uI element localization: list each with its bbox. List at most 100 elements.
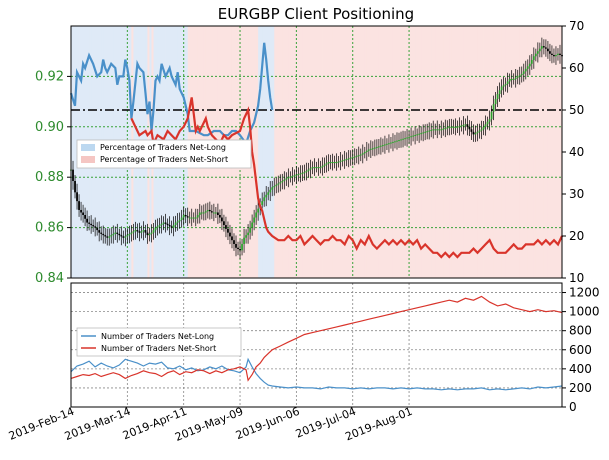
shade-band [445, 26, 448, 278]
candle-body [126, 235, 129, 237]
shade-band [537, 26, 541, 278]
candle-body [555, 54, 557, 57]
candle-body [174, 222, 177, 226]
candle-body [317, 167, 320, 169]
candle-body [353, 156, 356, 158]
shade-band [493, 26, 496, 278]
candle-body [474, 133, 477, 135]
shade-band [372, 26, 376, 278]
count-tick-label: 1200 [569, 286, 600, 300]
shade-band [509, 26, 513, 278]
candle-body [436, 129, 439, 131]
candle-body [384, 144, 386, 146]
candle-body [150, 232, 153, 234]
candle-body [202, 212, 205, 214]
candle-body [424, 131, 427, 133]
candle-body [526, 66, 529, 69]
candle-body [138, 231, 141, 233]
candle-body [263, 197, 266, 202]
shade-band [533, 26, 537, 278]
shade-band [322, 26, 325, 278]
shade-band [358, 26, 362, 278]
candle-body [363, 152, 366, 154]
candle-body [108, 236, 111, 238]
candle-body [323, 164, 326, 166]
candle-body [498, 90, 501, 95]
candle-body [359, 154, 362, 156]
shade-band [338, 26, 342, 278]
candle-body [162, 222, 165, 224]
shade-band [382, 26, 386, 278]
count-tick-label: 800 [569, 324, 592, 338]
candle-body [233, 240, 235, 244]
candle-body [166, 223, 169, 226]
shade-band [316, 26, 319, 278]
shade-band [356, 26, 360, 278]
shade-band [519, 26, 523, 278]
candle-body [534, 53, 537, 57]
shade-band [324, 26, 327, 278]
candle-body [156, 226, 159, 228]
candle-body [369, 148, 372, 150]
shade-band [278, 26, 281, 278]
legend-swatch-pct-short [81, 156, 95, 163]
candle-body [470, 129, 473, 132]
candle-body [540, 46, 543, 49]
candle-body [319, 167, 322, 169]
candle-body [432, 129, 435, 131]
shade-band [425, 26, 428, 278]
shade-band [268, 26, 271, 278]
top-legend: Percentage of Traders Net-Long Percentag… [76, 139, 252, 169]
shade-band [495, 26, 499, 278]
shade-band [467, 26, 470, 278]
candle-body [516, 76, 519, 78]
candle-body [114, 232, 117, 234]
shade-band [392, 26, 396, 278]
candle-body [104, 235, 107, 237]
shade-band [551, 26, 555, 278]
shade-band [314, 26, 317, 278]
candle-body [204, 211, 207, 213]
candle-body [198, 212, 201, 215]
price-axis-ticks: 0.84 0.86 0.88 0.90 0.92 [35, 69, 71, 286]
candle-body [172, 225, 175, 228]
candle-body [506, 81, 509, 84]
shade-band [543, 26, 547, 278]
shade-band [306, 26, 309, 278]
shade-band [350, 26, 354, 278]
candle-body [212, 212, 215, 214]
candle-body [379, 145, 382, 147]
candle-body [321, 165, 324, 168]
candle-body [345, 158, 348, 160]
num-net-long-line [70, 357, 563, 391]
shade-band [252, 26, 255, 278]
candle-body [420, 133, 423, 135]
shade-band [342, 26, 346, 278]
shade-band [282, 26, 285, 278]
shade-band [409, 26, 412, 278]
candle-body [273, 186, 276, 188]
shade-band [346, 26, 350, 278]
candle-body [329, 162, 332, 164]
candle-body [221, 217, 223, 222]
candle-body [283, 179, 286, 181]
shade-band [455, 26, 458, 278]
candle-body [154, 227, 157, 231]
candle-body [261, 201, 264, 205]
shade-band [541, 26, 545, 278]
candle-body [142, 230, 145, 232]
candle-body [86, 218, 88, 223]
shade-band [370, 26, 374, 278]
candle-body [446, 127, 449, 129]
shade-band [330, 26, 333, 278]
shade-band [407, 26, 410, 278]
candle-body [361, 153, 364, 155]
shade-band [419, 26, 422, 278]
candle-body [482, 126, 485, 130]
candle-body [508, 78, 511, 82]
shade-band [352, 26, 356, 278]
candle-body [305, 170, 308, 173]
count-tick-label: 200 [569, 381, 592, 395]
shade-band [388, 26, 392, 278]
candle-body [291, 175, 294, 177]
